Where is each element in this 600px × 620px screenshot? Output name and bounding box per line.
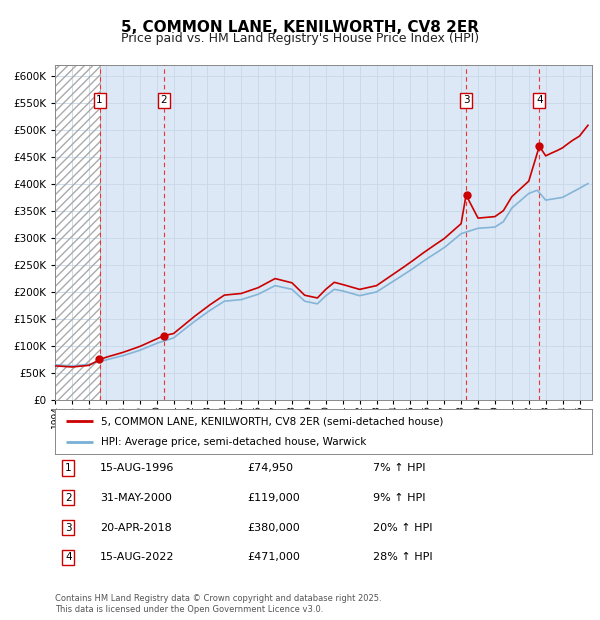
- Text: 15-AUG-1996: 15-AUG-1996: [100, 463, 175, 473]
- Text: 20% ↑ HPI: 20% ↑ HPI: [373, 523, 433, 533]
- Text: £471,000: £471,000: [247, 552, 300, 562]
- Text: 20-APR-2018: 20-APR-2018: [100, 523, 172, 533]
- Text: 3: 3: [463, 95, 469, 105]
- Text: 2: 2: [65, 493, 72, 503]
- Text: 5, COMMON LANE, KENILWORTH, CV8 2ER: 5, COMMON LANE, KENILWORTH, CV8 2ER: [121, 20, 479, 35]
- Text: 5, COMMON LANE, KENILWORTH, CV8 2ER (semi-detached house): 5, COMMON LANE, KENILWORTH, CV8 2ER (sem…: [101, 416, 443, 427]
- Text: 1: 1: [65, 463, 72, 473]
- Text: 31-MAY-2000: 31-MAY-2000: [100, 493, 172, 503]
- Text: 4: 4: [65, 552, 72, 562]
- Text: Price paid vs. HM Land Registry's House Price Index (HPI): Price paid vs. HM Land Registry's House …: [121, 32, 479, 45]
- Text: 2: 2: [160, 95, 167, 105]
- Text: 15-AUG-2022: 15-AUG-2022: [100, 552, 175, 562]
- Text: £74,950: £74,950: [247, 463, 293, 473]
- Text: 3: 3: [65, 523, 72, 533]
- Text: £380,000: £380,000: [247, 523, 300, 533]
- Text: Contains HM Land Registry data © Crown copyright and database right 2025.
This d: Contains HM Land Registry data © Crown c…: [55, 595, 382, 614]
- Text: 7% ↑ HPI: 7% ↑ HPI: [373, 463, 426, 473]
- Text: 4: 4: [536, 95, 542, 105]
- Text: HPI: Average price, semi-detached house, Warwick: HPI: Average price, semi-detached house,…: [101, 436, 366, 447]
- Text: 28% ↑ HPI: 28% ↑ HPI: [373, 552, 433, 562]
- Text: 9% ↑ HPI: 9% ↑ HPI: [373, 493, 426, 503]
- Bar: [55, 65, 100, 400]
- Text: £119,000: £119,000: [247, 493, 300, 503]
- Bar: [55, 65, 100, 400]
- Text: 1: 1: [96, 95, 103, 105]
